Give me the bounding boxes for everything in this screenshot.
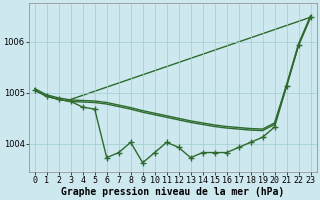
- X-axis label: Graphe pression niveau de la mer (hPa): Graphe pression niveau de la mer (hPa): [61, 186, 284, 197]
